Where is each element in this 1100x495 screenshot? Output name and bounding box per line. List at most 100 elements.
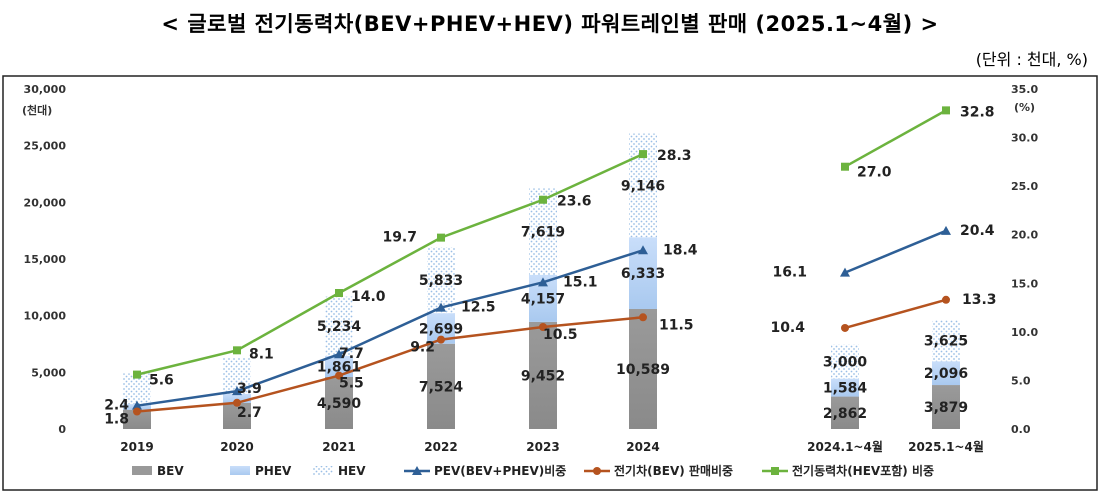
x-tick-label: 2024	[626, 440, 659, 454]
bar-bev	[629, 308, 657, 429]
legend-marker	[593, 467, 601, 475]
line-data-label: 13.3	[962, 292, 997, 308]
y-left-tick: 15,000	[24, 253, 67, 266]
ev-share-point	[539, 195, 547, 204]
y-left-tick: 20,000	[24, 196, 67, 209]
line-data-label: 9.2	[410, 340, 435, 356]
bar-data-label: 10,589	[616, 362, 670, 378]
line-data-label: 27.0	[857, 165, 892, 181]
legend-label: HEV	[338, 464, 366, 478]
bev-share-point	[942, 295, 950, 304]
line-data-label: 28.3	[657, 148, 692, 164]
ev-share-point	[437, 233, 445, 242]
bev-share-point	[639, 313, 647, 322]
line-data-label: 14.0	[351, 289, 386, 305]
y-right-tick: 30.0	[1011, 132, 1038, 145]
bev-share-point	[335, 371, 343, 380]
ev-share-point	[639, 150, 647, 159]
pev-share-point	[132, 400, 142, 410]
y-left-tick: 30,000	[24, 83, 67, 96]
bar-data-label: 1,584	[823, 381, 868, 397]
line-data-label: 10.5	[543, 327, 578, 343]
legend-label: 전기차(BEV) 판매비중	[614, 463, 733, 478]
bar-hev	[427, 247, 455, 314]
pev-share-point	[840, 267, 850, 277]
bar-phev	[325, 355, 353, 377]
bar-bev	[123, 409, 151, 429]
bar-hev	[932, 320, 960, 362]
line-data-label: 16.1	[772, 265, 807, 281]
pev-share-point	[538, 277, 548, 287]
pev-share-point	[638, 245, 648, 255]
pev-share-point	[941, 225, 951, 235]
bar-bev	[529, 321, 557, 429]
bev-share-point	[539, 323, 547, 331]
bar-data-label: 3,625	[924, 334, 968, 350]
bar-data-label: 2,096	[924, 366, 968, 382]
series-line	[844, 229, 947, 274]
y-left-tick: 0	[58, 423, 66, 436]
y-right-tick: 0.0	[1011, 423, 1031, 436]
series-line	[136, 316, 644, 413]
legend-marker	[412, 466, 422, 475]
line-data-label: 2.4	[104, 398, 129, 414]
bar-data-label: 7,619	[521, 225, 565, 241]
line-data-label: 18.4	[663, 242, 698, 258]
line-data-label: 8.1	[249, 346, 274, 362]
legend-label: 전기동력차(HEV포함) 비중	[792, 463, 934, 478]
ev-share-point	[841, 162, 849, 171]
line-data-label: 23.6	[557, 194, 592, 210]
bar-data-label: 9,452	[521, 368, 565, 384]
bar-bev	[932, 385, 960, 429]
legend-marker	[771, 467, 779, 475]
line-data-label: 12.5	[461, 300, 496, 316]
bar-data-label: 4,157	[521, 291, 565, 307]
bar-hev	[831, 344, 859, 379]
x-tick-label: 2023	[526, 440, 559, 454]
series-line	[844, 298, 947, 330]
legend-label: BEV	[157, 464, 184, 478]
line-data-label: 19.7	[382, 230, 417, 246]
bar-bev	[831, 396, 859, 429]
pev-share-point	[232, 386, 242, 396]
line-data-label: 15.1	[563, 274, 598, 290]
y-left-tick: 25,000	[24, 140, 67, 153]
line-data-label: 10.4	[770, 320, 805, 336]
y-right-tick: 15.0	[1011, 277, 1038, 290]
bar-phev	[932, 361, 960, 386]
bar-hev	[325, 296, 353, 356]
line-data-label: 2.7	[237, 405, 262, 421]
x-tick-label: 2022	[424, 440, 457, 454]
y-left-tick: 10,000	[24, 310, 67, 323]
bar-bev	[427, 343, 455, 429]
y-right-tick: 10.0	[1011, 326, 1038, 339]
series-line	[844, 109, 947, 168]
bar-bev	[325, 376, 353, 429]
legend-swatch	[132, 466, 152, 475]
y-right-axis-label: (%)	[1014, 101, 1035, 114]
bev-share-point	[133, 407, 141, 416]
bar-data-label: 1,861	[317, 359, 361, 375]
legend-label: PEV(BEV+PHEV)비중	[434, 463, 566, 478]
y-right-tick: 25.0	[1011, 180, 1038, 193]
line-data-label: 32.8	[960, 104, 995, 120]
unit-label: (단위 : 천대, %)	[975, 50, 1088, 69]
ev-share-point	[335, 289, 343, 297]
series-line	[136, 152, 644, 376]
bar-data-label: 4,590	[317, 396, 362, 412]
bar-data-label: 2,699	[419, 321, 463, 337]
legend-swatch	[313, 466, 333, 475]
plot-frame	[2, 75, 1098, 491]
y-right-tick: 20.0	[1011, 229, 1038, 242]
line-data-label: 3.9	[237, 381, 262, 397]
bar-phev	[831, 378, 859, 397]
x-tick-label: 2021	[322, 440, 355, 454]
x-tick-label: 2019	[120, 440, 153, 454]
bar-data-label: 5,833	[419, 273, 463, 289]
series-line	[136, 249, 644, 407]
ev-share-point	[133, 370, 141, 379]
bar-data-label: 7,524	[419, 379, 464, 395]
bar-data-label: 3,879	[924, 400, 968, 416]
bar-data-label: 9,146	[621, 178, 665, 194]
